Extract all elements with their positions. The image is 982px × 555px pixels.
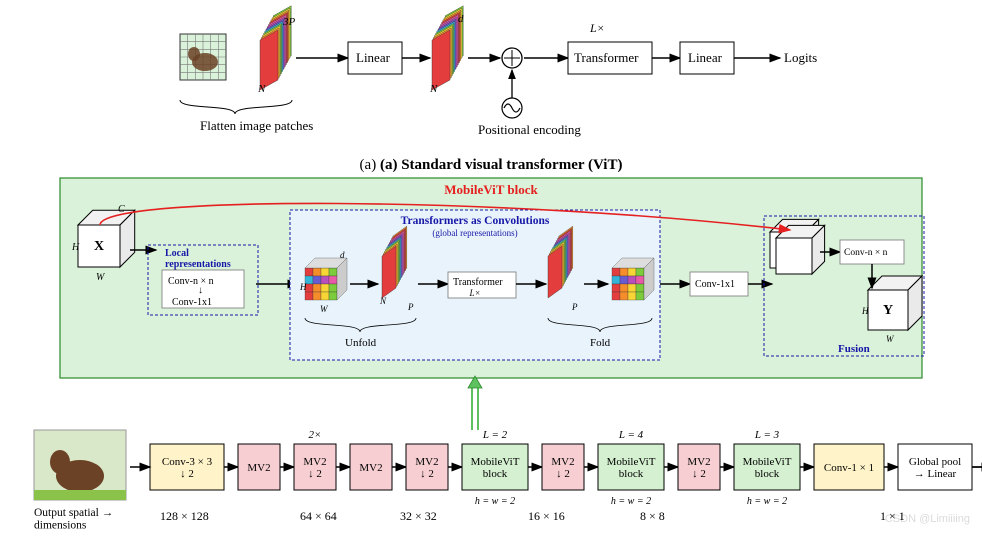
svg-text:Linear: Linear [688, 50, 723, 65]
svg-text:Fold: Fold [590, 337, 611, 349]
svg-text:Flatten image patches: Flatten image patches [200, 118, 313, 133]
svg-text:L = 2: L = 2 [482, 429, 508, 441]
svg-text:Global pool→ Linear: Global pool→ Linear [909, 456, 961, 480]
svg-text:MobileViT block: MobileViT block [444, 182, 538, 197]
svg-text:L = 3: L = 3 [754, 429, 780, 441]
svg-text:L×: L× [589, 21, 605, 35]
svg-text:H: H [861, 306, 869, 316]
svg-text:Unfold: Unfold [345, 337, 377, 349]
svg-text:d: d [340, 250, 345, 260]
svg-text:↓: ↓ [198, 285, 203, 296]
svg-text:3P: 3P [282, 16, 296, 28]
svg-text:H: H [71, 242, 80, 253]
svg-text:L×: L× [468, 288, 480, 298]
svg-text:L = 4: L = 4 [618, 429, 644, 441]
svg-text:2×: 2× [309, 429, 322, 441]
svg-text:h = w = 2: h = w = 2 [475, 496, 515, 507]
svg-text:H: H [299, 282, 307, 292]
svg-text:d: d [458, 13, 464, 25]
svg-text:Conv-1 × 1: Conv-1 × 1 [824, 462, 874, 474]
svg-text:Transformers as Convolutions: Transformers as Convolutions [401, 215, 550, 227]
svg-text:Linear: Linear [356, 50, 391, 65]
svg-text:h = w = 2: h = w = 2 [611, 496, 651, 507]
caption-a-text: (a) Standard visual transformer (ViT) [380, 157, 623, 173]
svg-text:MV2: MV2 [247, 462, 270, 474]
svg-text:Conv-n × n: Conv-n × n [844, 248, 888, 258]
watermark: CSDN @Limiiiing [885, 513, 970, 525]
svg-text:Transformer: Transformer [453, 277, 503, 288]
svg-text:Conv-1x1: Conv-1x1 [695, 279, 735, 290]
svg-text:MV2: MV2 [359, 462, 382, 474]
svg-text:h = w = 2: h = w = 2 [747, 496, 787, 507]
svg-text:8 × 8: 8 × 8 [640, 509, 665, 523]
svg-text:16 × 16: 16 × 16 [528, 509, 565, 523]
svg-text:X: X [94, 239, 104, 254]
svg-text:N: N [429, 83, 438, 95]
caption-a: (a) (a) Standard visual transformer (ViT… [0, 157, 982, 174]
svg-text:Y: Y [883, 303, 893, 318]
svg-text:(global representations): (global representations) [432, 228, 517, 238]
svg-text:N: N [257, 83, 266, 95]
svg-text:Output spatial →dimensions: Output spatial →dimensions [34, 507, 113, 532]
svg-text:Fusion: Fusion [838, 343, 870, 355]
svg-text:Transformer: Transformer [574, 50, 639, 65]
svg-text:32 × 32: 32 × 32 [400, 509, 437, 523]
svg-text:Positional encoding: Positional encoding [478, 122, 581, 137]
svg-text:Logits: Logits [784, 50, 817, 65]
svg-text:N: N [379, 296, 387, 306]
svg-text:P: P [571, 302, 578, 312]
svg-text:Conv-n × n: Conv-n × n [168, 276, 214, 287]
svg-text:Conv-1x1: Conv-1x1 [172, 297, 212, 308]
svg-text:128 × 128: 128 × 128 [160, 509, 209, 523]
svg-text:P: P [407, 302, 414, 312]
svg-text:64 × 64: 64 × 64 [300, 509, 337, 523]
